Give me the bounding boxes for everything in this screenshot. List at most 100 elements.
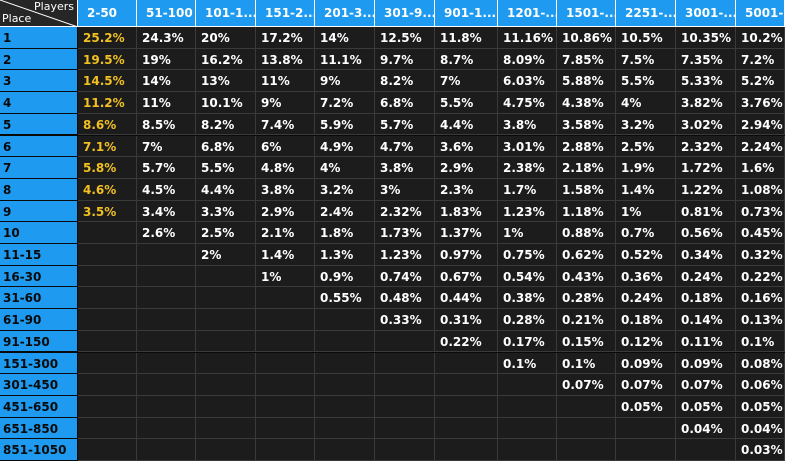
table-cell: 0.11% (676, 330, 736, 353)
table-cell (196, 352, 256, 375)
table-cell: 0.81% (676, 200, 736, 223)
table-cell: 0.16% (736, 287, 785, 310)
table-cell: 2.18% (557, 157, 616, 179)
table-cell: 2.1% (256, 222, 315, 244)
table-cell: 1.83% (435, 200, 498, 223)
table-cell (498, 395, 557, 418)
table-cell: 10.2% (736, 27, 785, 49)
table-cell (256, 417, 315, 440)
table-cell: 4.7% (375, 135, 435, 158)
table-cell: 2.88% (557, 135, 616, 158)
table-cell: 6% (256, 135, 315, 158)
table-cell: 5.88% (557, 70, 616, 93)
table-cell: 0.33% (375, 309, 435, 331)
table-cell: 1% (498, 222, 557, 244)
table-cell: 13% (196, 70, 256, 93)
table-cell (196, 330, 256, 353)
table-cell: 1.9% (616, 157, 676, 179)
table-cell (435, 395, 498, 418)
table-cell: 0.08% (736, 352, 785, 375)
table-cell (315, 352, 375, 375)
column-header[interactable]: 5001-... (736, 0, 785, 27)
table-cell: 1% (616, 200, 676, 223)
table-cell: 0.55% (315, 287, 375, 310)
table-cell (137, 309, 196, 331)
table-cell: 2.6% (137, 222, 196, 244)
row-header: 7 (0, 157, 78, 179)
table-cell: 7.85% (557, 48, 616, 71)
column-header[interactable]: 51-100 (137, 0, 196, 27)
table-cell: 7.1% (78, 135, 137, 158)
column-header[interactable]: 201-3... (315, 0, 375, 27)
row-header: 8 (0, 178, 78, 201)
table-cell (78, 244, 137, 266)
table-cell: 2.24% (736, 135, 785, 158)
table-cell: 0.88% (557, 222, 616, 244)
table-cell: 0.34% (676, 244, 736, 266)
row-header: 2 (0, 48, 78, 71)
table-cell (435, 417, 498, 440)
table-cell: 11.16% (498, 27, 557, 49)
table-cell (137, 265, 196, 288)
table-cell: 8.2% (196, 113, 256, 136)
column-header[interactable]: 2-50 (78, 0, 137, 27)
table-cell: 3.5% (78, 200, 137, 223)
table-cell: 7.5% (616, 48, 676, 71)
table-cell: 3.82% (676, 92, 736, 114)
table-cell: 0.17% (498, 330, 557, 353)
table-cell: 0.38% (498, 287, 557, 310)
table-cell: 10.1% (196, 92, 256, 114)
table-cell (256, 287, 315, 310)
table-cell: 4% (315, 157, 375, 179)
table-cell: 13.8% (256, 48, 315, 71)
table-cell: 0.48% (375, 287, 435, 310)
table-cell: 1.4% (256, 244, 315, 266)
table-cell (196, 374, 256, 396)
column-header[interactable]: 151-2... (256, 0, 315, 27)
table-cell: 9% (256, 92, 315, 114)
table-cell: 0.62% (557, 244, 616, 266)
table-cell (557, 395, 616, 418)
table-cell: 0.1% (557, 352, 616, 375)
table-cell: 5.2% (736, 70, 785, 93)
column-header[interactable]: 2251-... (616, 0, 676, 27)
table-cell: 1.72% (676, 157, 736, 179)
row-header: 151-300 (0, 352, 78, 375)
table-cell: 9.7% (375, 48, 435, 71)
table-cell (616, 417, 676, 440)
column-header[interactable]: 3001-... (676, 0, 736, 27)
table-cell: 11% (256, 70, 315, 93)
table-cell: 8.2% (375, 70, 435, 93)
table-cell: 1.23% (498, 200, 557, 223)
column-header[interactable]: 901-1... (435, 0, 498, 27)
column-header[interactable]: 1501-... (557, 0, 616, 27)
table-cell: 0.31% (435, 309, 498, 331)
column-header[interactable]: 301-9... (375, 0, 435, 27)
table-cell (256, 330, 315, 353)
row-header: 1 (0, 27, 78, 49)
table-cell: 0.54% (498, 265, 557, 288)
table-cell: 0.12% (616, 330, 676, 353)
table-cell: 0.18% (616, 309, 676, 331)
table-cell (498, 374, 557, 396)
table-cell (375, 417, 435, 440)
table-cell: 5.33% (676, 70, 736, 93)
table-cell: 1% (256, 265, 315, 288)
table-cell (256, 395, 315, 418)
table-cell: 7% (435, 70, 498, 93)
table-cell: 0.24% (616, 287, 676, 310)
table-cell: 11% (137, 92, 196, 114)
row-header: 11-15 (0, 244, 78, 266)
column-header[interactable]: 101-1... (196, 0, 256, 27)
table-cell (137, 439, 196, 461)
table-cell (315, 309, 375, 331)
row-header: 851-1050 (0, 439, 78, 461)
table-cell: 5.9% (315, 113, 375, 136)
table-cell: 0.21% (557, 309, 616, 331)
table-cell: 4.4% (196, 178, 256, 201)
table-cell (256, 309, 315, 331)
table-cell (78, 374, 137, 396)
table-cell (196, 287, 256, 310)
column-header[interactable]: 1201-... (498, 0, 557, 27)
table-cell: 7.2% (736, 48, 785, 71)
